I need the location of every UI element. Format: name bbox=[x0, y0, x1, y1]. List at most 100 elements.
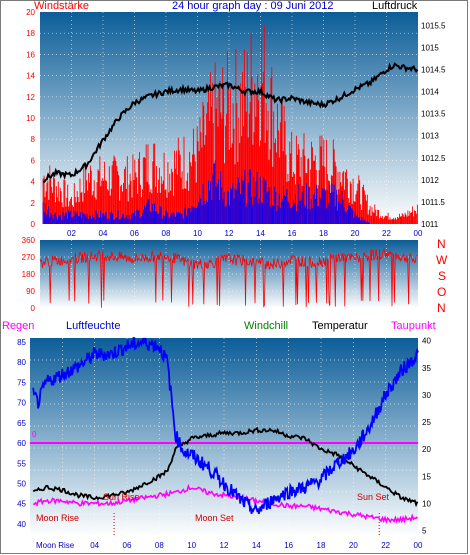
humidity-tick: 70 bbox=[17, 399, 26, 408]
wind-speed-tick: 18 bbox=[26, 29, 35, 38]
compass-n-bottom: N bbox=[437, 301, 446, 315]
humidity-tick: 65 bbox=[17, 419, 26, 428]
pressure-label: Luftdruck bbox=[372, 0, 418, 12]
pressure-line bbox=[43, 62, 419, 183]
temperature-line bbox=[32, 426, 419, 508]
wind-speed-tick: 6 bbox=[31, 156, 36, 165]
pressure-tick: 1014.5 bbox=[421, 65, 446, 74]
temperature-tick: 30 bbox=[422, 391, 431, 400]
pressure-tick: 1015 bbox=[421, 43, 439, 52]
time-tick: 04 bbox=[90, 541, 99, 550]
humidity-axis: 40 45 50 55 60 65 70 75 80 85 bbox=[17, 338, 26, 529]
wind-mean-bars bbox=[42, 160, 370, 224]
humidity-line bbox=[32, 336, 419, 515]
humidity-temperature-series bbox=[30, 336, 419, 536]
wind-direction-tick: 270 bbox=[22, 253, 36, 262]
time-tick: 02 bbox=[67, 229, 76, 238]
wind-speed-tick: 10 bbox=[26, 114, 35, 123]
sun-rise-label: Sun Rise bbox=[103, 492, 140, 502]
pressure-tick: 1012.5 bbox=[421, 154, 446, 163]
wind-speed-tick: 2 bbox=[31, 199, 36, 208]
time-tick: 14 bbox=[252, 541, 261, 550]
humidity-tick: 75 bbox=[17, 378, 26, 387]
time-tick: 10 bbox=[187, 541, 196, 550]
temperature-tick: 40 bbox=[422, 337, 431, 346]
time-tick: 12 bbox=[225, 229, 234, 238]
wind-direction-grid bbox=[40, 240, 418, 308]
time-tick: 00 bbox=[414, 541, 423, 550]
time-tick: 14 bbox=[256, 229, 265, 238]
pressure-tick: 1011 bbox=[421, 220, 439, 229]
humidity-tick: 50 bbox=[17, 479, 26, 488]
wind-direction-line bbox=[39, 248, 418, 308]
wind-pressure-series bbox=[42, 24, 419, 224]
wind-direction-tick: 0 bbox=[31, 304, 36, 313]
pressure-tick: 1014 bbox=[421, 88, 439, 97]
pressure-tick: 1012 bbox=[421, 176, 439, 185]
time-tick: 08 bbox=[162, 229, 171, 238]
time-tick: 06 bbox=[130, 229, 139, 238]
temperature-tick: 10 bbox=[422, 499, 431, 508]
wind-speed-tick: 0 bbox=[31, 220, 36, 229]
time-tick: 18 bbox=[317, 541, 326, 550]
wind-direction-tick: 180 bbox=[22, 270, 36, 279]
time-tick: 22 bbox=[382, 229, 391, 238]
temperature-tick: 20 bbox=[422, 445, 431, 454]
moon-rise-axis-label: Moon Rise bbox=[36, 541, 75, 550]
temperature-tick: 15 bbox=[422, 472, 431, 481]
time-tick: 00 bbox=[414, 229, 423, 238]
pressure-tick: 1013.5 bbox=[421, 110, 446, 119]
temperature-label: Temperatur bbox=[312, 320, 368, 332]
sun-set-label: Sun Set bbox=[357, 492, 390, 502]
humidity-tick: 85 bbox=[17, 338, 26, 347]
wind-speed-tick: 20 bbox=[26, 8, 35, 17]
time-tick: 20 bbox=[349, 541, 358, 550]
dewpoint-label: Taupunkt bbox=[391, 320, 436, 332]
humidity-tick: 60 bbox=[17, 439, 26, 448]
pressure-tick: 1015.5 bbox=[421, 21, 446, 30]
time-tick: 22 bbox=[381, 541, 390, 550]
wind-speed-tick: 16 bbox=[26, 50, 35, 59]
time-tick: 06 bbox=[123, 541, 132, 550]
time-tick: 16 bbox=[288, 229, 297, 238]
wind-speed-tick: 12 bbox=[26, 93, 35, 102]
dewpoint-line bbox=[32, 483, 418, 524]
time-tick: 10 bbox=[193, 229, 202, 238]
temperature-tick: 5 bbox=[422, 527, 427, 536]
moon-rise-label: Moon Rise bbox=[36, 513, 80, 523]
time-tick: 16 bbox=[284, 541, 293, 550]
temperature-tick: 35 bbox=[422, 364, 431, 373]
wind-speed-tick: 8 bbox=[31, 135, 36, 144]
pressure-tick: 1013 bbox=[421, 132, 439, 141]
humidity-time-axis: 04 06 08 10 12 14 16 18 20 22 00 bbox=[90, 541, 423, 550]
compass-n-top: N bbox=[437, 237, 446, 251]
wind-speed-tick: 14 bbox=[26, 72, 35, 81]
pressure-axis: 1011 1011.5 1012 1012.5 1013 1013.5 1014 1014.5… bbox=[421, 21, 446, 229]
time-tick: 12 bbox=[220, 541, 229, 550]
humidity-tick: 80 bbox=[17, 358, 26, 367]
moon-set-label: Moon Set bbox=[195, 513, 234, 523]
temperature-tick: 25 bbox=[422, 418, 431, 427]
wind-speed-axis: 0 2 4 6 8 10 12 14 16 18 20 bbox=[26, 8, 35, 229]
compass-o: O bbox=[437, 285, 447, 299]
humidity-tick: 55 bbox=[17, 459, 26, 468]
humidity-label: Luftfeuchte bbox=[66, 320, 121, 332]
time-tick: 08 bbox=[155, 541, 164, 550]
compass-s: S bbox=[438, 269, 447, 283]
wind-direction-axis: 0 90 180 270 360 bbox=[22, 236, 36, 313]
pressure-tick: 1011.5 bbox=[421, 198, 445, 207]
windchill-label: Windchill bbox=[244, 320, 289, 332]
time-tick: 18 bbox=[319, 229, 328, 238]
temperature-axis: 5 10 15 20 25 30 35 40 bbox=[422, 337, 431, 536]
rain-zero-label: 0 bbox=[32, 430, 37, 439]
wind-time-axis: 02 04 06 08 10 12 14 16 18 20 22 00 bbox=[67, 229, 423, 238]
rain-label: Regen bbox=[2, 320, 35, 332]
chart-title: 24 hour graph day : 09 Juni 2012 bbox=[172, 0, 334, 12]
humidity-tick: 40 bbox=[17, 520, 26, 529]
wind-direction-tick: 90 bbox=[26, 287, 35, 296]
humidity-tick: 45 bbox=[17, 500, 26, 509]
time-tick: 20 bbox=[351, 229, 360, 238]
time-tick: 04 bbox=[99, 229, 108, 238]
